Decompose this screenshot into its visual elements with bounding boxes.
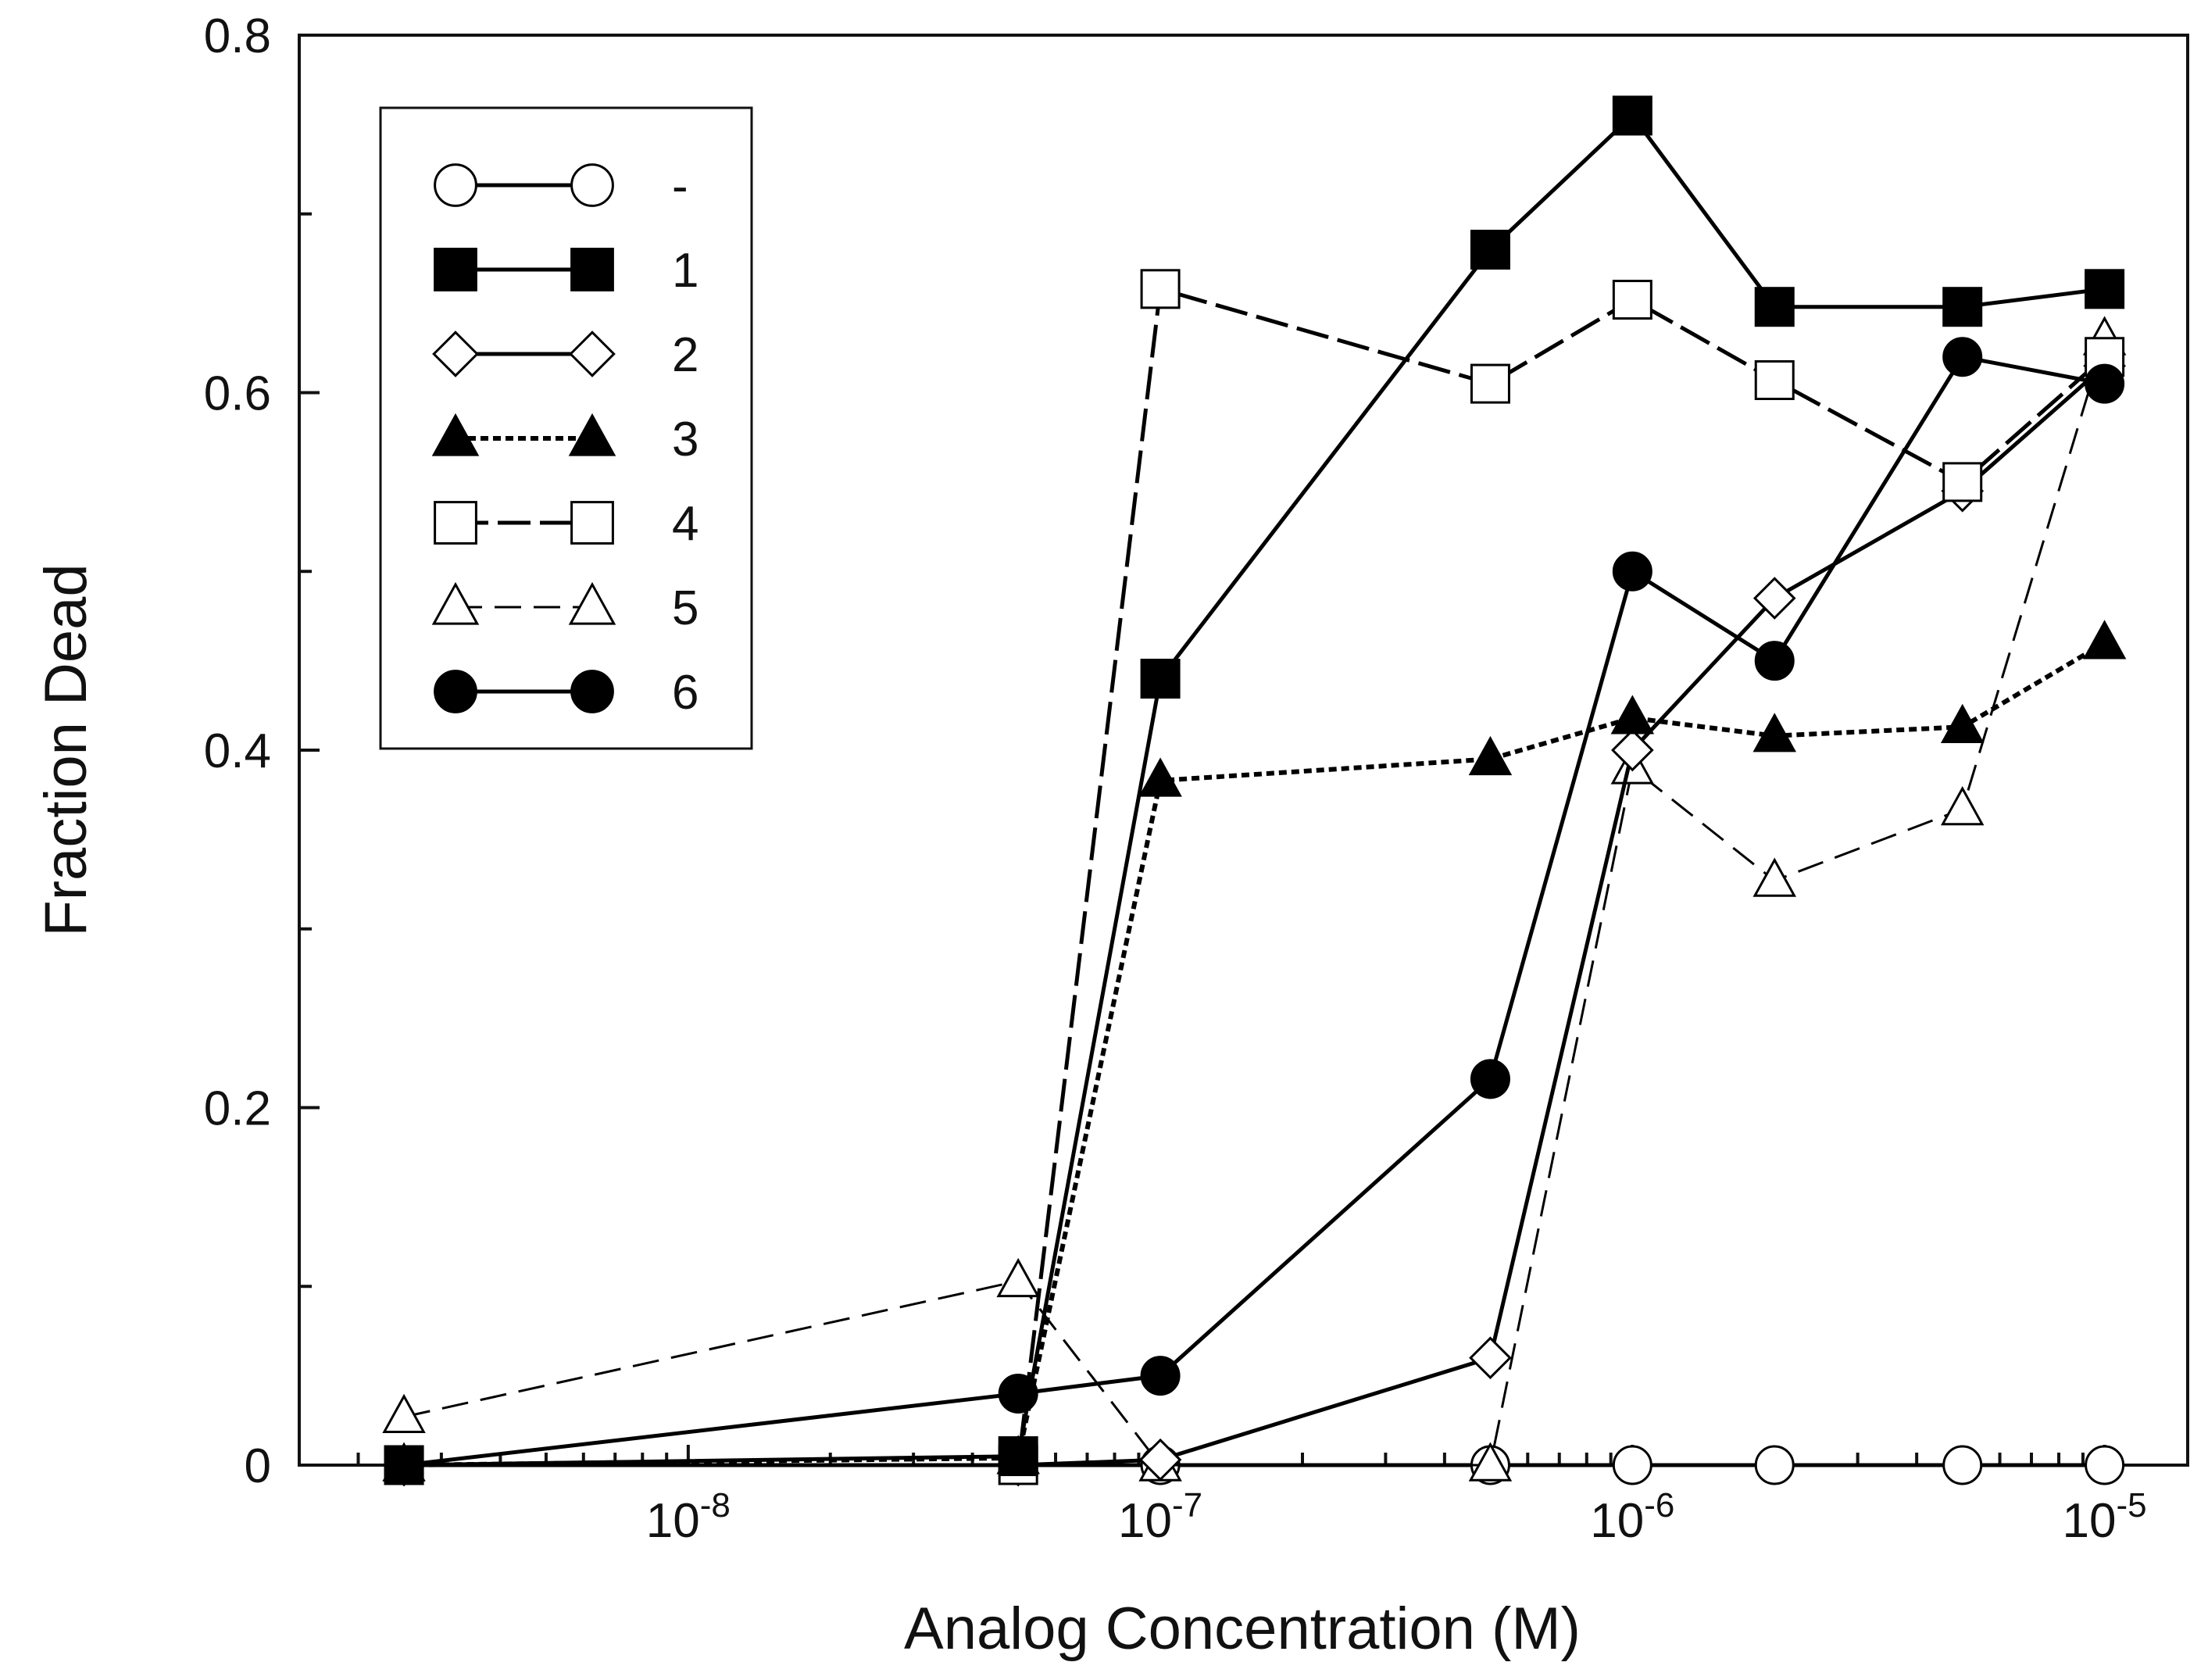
series-line xyxy=(404,641,2106,1467)
data-point xyxy=(1752,577,1796,620)
data-point xyxy=(2085,269,2125,309)
series-line xyxy=(404,113,2105,1467)
legend-marker xyxy=(434,670,477,713)
data-point xyxy=(1612,551,1652,592)
data-point xyxy=(996,1257,1040,1298)
legend-box xyxy=(379,106,753,750)
data-point xyxy=(382,1393,426,1433)
legend-label: - xyxy=(672,159,688,213)
data-point xyxy=(1752,713,1796,752)
x-tick-label: 10-8 xyxy=(646,1486,731,1548)
legend-marker xyxy=(432,331,479,377)
legend-label: 5 xyxy=(672,581,698,635)
data-point xyxy=(1940,785,1985,826)
data-point xyxy=(1140,1356,1181,1396)
series-3 xyxy=(382,620,2127,1482)
legend-marker xyxy=(569,331,616,377)
series-line xyxy=(404,364,2106,1467)
data-point xyxy=(1754,287,1795,327)
data-point xyxy=(1754,359,1795,400)
y-tick-label: 0 xyxy=(245,1439,271,1493)
y-tick-label: 0.8 xyxy=(204,9,271,63)
data-point xyxy=(1940,703,1985,743)
data-point xyxy=(2085,1445,2125,1485)
legend-label: 2 xyxy=(672,328,698,382)
legend-marker xyxy=(570,248,614,291)
legend-marker xyxy=(570,670,614,713)
legend-label: 3 xyxy=(672,413,698,466)
data-point xyxy=(1612,95,1652,136)
data-point xyxy=(1138,1438,1182,1482)
data-point xyxy=(1942,287,1983,327)
legend-marker xyxy=(431,413,480,456)
data-point xyxy=(1754,1445,1795,1485)
legend-marker xyxy=(570,501,614,545)
data-point xyxy=(998,1436,1038,1477)
legend: - 1 2 3 4 5 6 xyxy=(379,106,753,750)
data-point xyxy=(1470,230,1510,270)
legend-entry-control: - xyxy=(434,159,688,213)
legend-entry-1: 1 xyxy=(434,244,698,298)
data-point xyxy=(1942,1445,1983,1485)
data-point xyxy=(384,1445,424,1485)
legend-marker xyxy=(568,581,616,625)
series-layer xyxy=(382,95,2127,1487)
data-point xyxy=(2082,620,2127,659)
data-point xyxy=(1754,641,1795,681)
x-tick-label: 10-6 xyxy=(1590,1486,1674,1548)
data-point xyxy=(1942,462,1983,502)
legend-label: 1 xyxy=(672,244,698,298)
legend-label: 4 xyxy=(672,497,698,551)
data-point xyxy=(1612,280,1652,320)
data-point xyxy=(1470,363,1510,404)
y-tick-label: 0.6 xyxy=(204,367,271,421)
data-point xyxy=(1468,735,1513,776)
data-point xyxy=(1469,1336,1512,1380)
data-point xyxy=(1468,1442,1513,1482)
y-axis-label: Fraction Dead xyxy=(33,563,99,936)
series-line xyxy=(403,355,2106,1467)
series-line xyxy=(404,287,2106,1467)
legend-marker xyxy=(431,581,480,625)
data-point xyxy=(1611,728,1654,772)
legend-entry-2: 2 xyxy=(432,328,698,382)
legend-entry-5: 5 xyxy=(431,581,698,635)
legend-marker xyxy=(434,163,477,207)
legend-entry-4: 4 xyxy=(434,497,698,551)
y-tick-label: 0.4 xyxy=(204,724,271,778)
data-point xyxy=(1140,659,1181,699)
legend-marker xyxy=(570,163,614,207)
legend-marker xyxy=(568,413,616,456)
legend-entry-3: 3 xyxy=(431,413,698,466)
series-line xyxy=(403,338,2106,1467)
legend-marker xyxy=(434,501,477,545)
data-point xyxy=(1140,269,1181,309)
data-point xyxy=(2085,363,2125,404)
data-point xyxy=(1752,857,1796,897)
x-tick-label: 10-7 xyxy=(1118,1486,1202,1548)
legend-label: 6 xyxy=(672,666,698,720)
series-1 xyxy=(384,95,2125,1485)
data-point xyxy=(1470,1059,1510,1099)
legend-marker xyxy=(434,248,477,291)
data-point xyxy=(1138,757,1182,797)
data-point xyxy=(1610,695,1655,735)
data-point xyxy=(1942,337,1983,377)
x-tick-label: 10-5 xyxy=(2063,1486,2147,1548)
x-axis-label: Analog Concentration (M) xyxy=(904,1596,1581,1662)
data-point xyxy=(1612,1445,1652,1485)
legend-entry-6: 6 xyxy=(434,666,698,720)
axis-tick-labels: 0 0.2 0.4 0.6 0.8 10-8 10-7 10-6 10-5 xyxy=(204,9,2147,1548)
y-tick-label: 0.2 xyxy=(204,1082,271,1136)
